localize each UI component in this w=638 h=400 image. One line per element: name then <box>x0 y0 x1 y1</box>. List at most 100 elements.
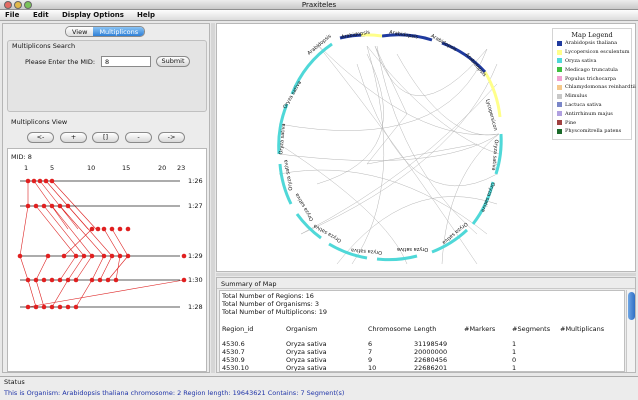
summary-content[interactable]: Total Number of Regions: 16 Total Number… <box>219 290 625 372</box>
legend-item: Arabidopsis thaliana <box>553 39 631 48</box>
scale-label-1: 1 <box>24 164 29 172</box>
table-cell: 1 <box>512 364 517 372</box>
table-cell: 22686201 <box>414 364 448 372</box>
col-header-multiplicans: #Multiplicans <box>560 325 605 333</box>
multiplicon-lines <box>19 180 185 308</box>
row-label-1-30: 1:30 <box>188 276 203 284</box>
menu-file[interactable]: File <box>5 11 20 19</box>
scale-label-23: 23 <box>177 164 186 172</box>
status-title: Status <box>4 378 25 386</box>
mid-input[interactable]: 8 <box>101 56 151 67</box>
table-cell: Oryza sativa <box>286 364 327 372</box>
legend-item-label: Oryza sativa <box>565 57 597 64</box>
zoom-window-button[interactable] <box>24 1 32 9</box>
vertical-splitter[interactable] <box>211 23 215 373</box>
total-regions: Total Number of Regions: 16 <box>222 292 314 300</box>
table-cell: 4530.6 <box>222 340 245 348</box>
total-multiplicons: Total Number of Multiplicons: 19 <box>222 308 327 316</box>
table-cell: 4530.10 <box>222 364 249 372</box>
status-message: This is Organism: Arabidopsis thaliana c… <box>4 389 345 397</box>
legend-item: Antirrhinum majus <box>553 109 631 118</box>
multiplicons-search-group: Multiplicons Search Please Enter the MID… <box>7 40 207 112</box>
fit-button[interactable]: [] <box>92 132 119 143</box>
menu-bar: File Edit Display Options Help <box>0 10 638 21</box>
mid-text: MID: 8 <box>11 153 32 161</box>
table-cell: 10 <box>368 364 377 372</box>
legend-swatch <box>557 84 562 90</box>
legend-item-label: Physcomitrella patens <box>565 128 622 135</box>
submit-button[interactable]: Submit <box>156 56 190 67</box>
legend-item-label: Populus trichocarpa <box>565 75 616 82</box>
status-bar: Status This is Organism: Arabidopsis tha… <box>0 376 638 400</box>
close-window-button[interactable] <box>4 1 12 9</box>
legend-item: Pine <box>553 118 631 127</box>
table-cell: 6 <box>368 340 373 348</box>
summary-title: Summary of Map <box>217 278 635 289</box>
multiplicon-markers <box>17 178 187 310</box>
col-header-chromosome: Chromosome <box>368 325 412 333</box>
table-cell: 31198549 <box>414 340 448 348</box>
legend-item-label: Chlamydomonas reinhardtii <box>565 84 636 91</box>
total-organisms: Total Number of Organisms: 3 <box>222 300 319 308</box>
legend-item-label: Antirrhinum majus <box>565 110 613 117</box>
legend-item: Lactuca sativa <box>553 101 631 110</box>
legend-item-label: Arabidopsis thaliana <box>565 40 618 47</box>
legend-swatch <box>557 93 562 99</box>
table-cell: Oryza sativa <box>286 340 327 348</box>
tab-view[interactable]: View <box>66 27 94 36</box>
col-header-region-id: Region_id <box>222 325 254 333</box>
legend-item: Physcomitrella patens <box>553 127 631 136</box>
legend-swatch <box>557 76 562 82</box>
legend-item-label: Pine <box>565 119 577 126</box>
menu-edit[interactable]: Edit <box>33 11 49 19</box>
menu-help[interactable]: Help <box>137 11 156 19</box>
col-header-organism: Organism <box>286 325 318 333</box>
table-cell: 1 <box>512 348 517 356</box>
legend-swatch <box>557 102 562 108</box>
scale-label-20: 20 <box>158 164 167 172</box>
legend-item: Oryza sativa <box>553 57 631 66</box>
table-cell: Oryza sativa <box>286 356 327 364</box>
legend-item: Populus trichocarpa <box>553 74 631 83</box>
table-cell: 0 <box>512 356 517 364</box>
multiplicons-view-title: Multiplicons View <box>11 118 68 126</box>
legend-item-label: Medicago truncatula <box>565 66 618 73</box>
legend-swatch <box>557 49 562 55</box>
summary-scrollbar[interactable] <box>626 290 635 372</box>
prev-button[interactable]: <- <box>27 132 54 143</box>
table-cell: Oryza sativa <box>286 348 327 356</box>
table-cell: 7 <box>368 348 373 356</box>
menu-display-options[interactable]: Display Options <box>62 11 124 19</box>
multiplicon-diagram <box>17 178 187 310</box>
minimize-window-button[interactable] <box>14 1 22 9</box>
legend-item: Mimulus <box>553 92 631 101</box>
next-button[interactable]: -> <box>158 132 185 143</box>
legend-swatch <box>557 58 562 64</box>
table-cell: 4530.9 <box>222 356 245 364</box>
circular-map-svg <box>277 33 503 265</box>
tab-multiplicons[interactable]: Multiplicons <box>93 27 145 36</box>
title-bar: Praxiteles <box>0 0 638 10</box>
view-tabs: View Multiplicons <box>65 26 146 37</box>
scrollbar-thumb[interactable] <box>628 292 635 320</box>
summary-panel: Summary of Map Total Number of Regions: … <box>216 277 636 373</box>
zoom-in-button[interactable]: + <box>60 132 87 143</box>
table-cell: 22680456 <box>414 356 448 364</box>
legend-item-label: Mimulus <box>565 93 588 100</box>
legend-swatch <box>557 40 562 46</box>
zoom-out-button[interactable]: - <box>125 132 152 143</box>
table-cell: 9 <box>368 356 373 364</box>
legend-swatch <box>557 111 562 117</box>
scale-label-5: 5 <box>50 164 55 172</box>
legend-swatch <box>557 128 562 134</box>
table-cell: 20000000 <box>414 348 448 356</box>
horizontal-splitter[interactable] <box>216 273 636 276</box>
legend-swatch <box>557 67 562 73</box>
homology-lines <box>278 43 500 265</box>
chromosome-arcs <box>277 33 503 262</box>
legend-item-label: Lactuca sativa <box>565 101 602 108</box>
multiplicon-canvas[interactable]: MID: 8 1 5 10 15 20 23 <box>7 148 207 372</box>
row-label-1-26: 1:26 <box>188 177 203 185</box>
arc-label-oryza-4: Oryza sativa <box>397 246 429 252</box>
map-legend-title: Map Legend <box>571 31 613 39</box>
